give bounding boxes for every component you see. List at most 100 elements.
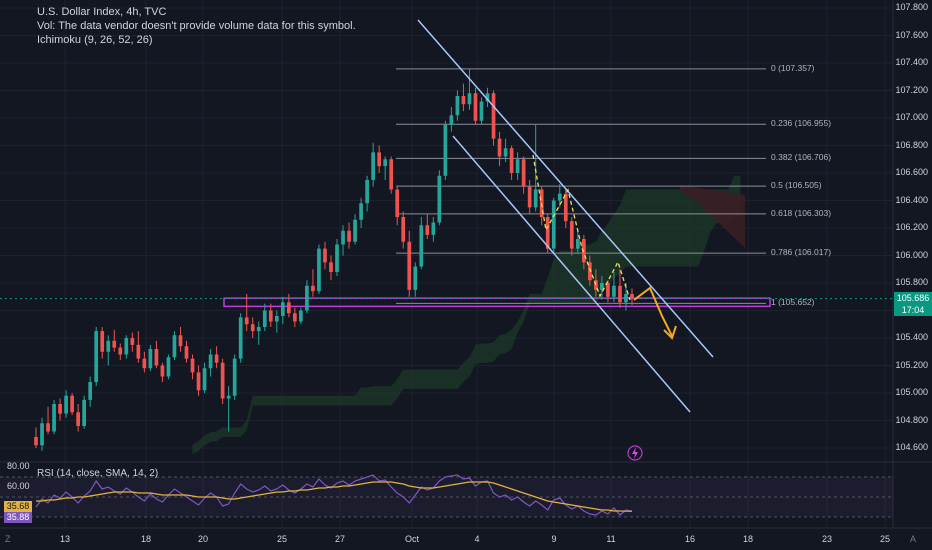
channel-upper-line [417, 19, 714, 358]
candle-body [497, 138, 502, 157]
candle-body [624, 294, 628, 303]
rsi-sma-line [36, 481, 633, 512]
fib-level-label: 0.786 (106.017) [771, 247, 832, 258]
candle-body [407, 241, 412, 290]
candle-body [130, 338, 135, 345]
price-tick-label: 105.800 [895, 277, 928, 287]
candle-body [509, 148, 514, 173]
candlestick-series [34, 68, 634, 451]
candle-body [503, 148, 508, 157]
price-tick-label: 104.600 [895, 442, 928, 452]
candle-body [401, 217, 406, 242]
candle-body [612, 285, 616, 297]
fib-level-label: 0 (107.357) [771, 62, 815, 73]
price-tick-label: 106.800 [895, 139, 928, 150]
price-tick-label: 106.400 [895, 194, 928, 205]
lightning-icon [627, 445, 643, 461]
candle-body [34, 437, 38, 446]
candle-body [58, 404, 62, 414]
rsi-pane [0, 474, 893, 518]
price-tick-label: 107.400 [895, 57, 928, 67]
candle-body [491, 93, 496, 139]
fib-level-label: 0.5 (106.505) [771, 180, 822, 191]
time-tick-label: 9 [551, 534, 557, 544]
candle-body [82, 399, 87, 426]
time-tick-label: 16 [684, 534, 696, 544]
bar-countdown: 17:04 [901, 305, 925, 315]
candle-body [64, 395, 68, 414]
candle-body [377, 152, 381, 167]
candle-body [142, 358, 147, 369]
candle-body [166, 357, 171, 377]
candle-body [70, 395, 74, 413]
candle-body [443, 124, 448, 176]
candle-body [485, 93, 490, 102]
channel-lower-line [452, 135, 691, 413]
candle-body [46, 423, 50, 432]
candle-body [256, 327, 261, 332]
candle-body [148, 349, 153, 369]
support-rectangle [223, 297, 771, 308]
price-tick-label: 104.800 [895, 414, 928, 425]
candle-body [287, 302, 291, 314]
candle-body [551, 200, 556, 249]
candle-body [226, 395, 231, 399]
candle-body [575, 239, 580, 249]
candle-body [389, 159, 394, 190]
time-tick-label: 18 [742, 534, 754, 544]
time-tick-label: 20 [197, 534, 209, 544]
candle-body [618, 285, 622, 303]
fib-level-label: 0.382 (106.706) [771, 152, 832, 163]
fib-level-label: 0.618 (106.303) [771, 207, 832, 218]
candle-body [232, 358, 237, 396]
price-tick-label: 107.800 [895, 1, 928, 12]
time-tick-label: 25 [879, 534, 891, 544]
time-tick-label: 13 [59, 534, 71, 544]
candle-body [208, 354, 213, 369]
rsi-tick-label: 60.00 [7, 481, 30, 491]
candle-body [467, 93, 472, 105]
candle-body [250, 324, 255, 332]
candle-body [112, 340, 117, 348]
candle-body [353, 219, 357, 242]
symbol-title: U.S. Dollar Index, 4h, TVC [37, 6, 167, 18]
candle-body [473, 93, 478, 121]
candle-body [437, 175, 442, 223]
candle-body [371, 152, 375, 180]
candle-body [395, 189, 400, 217]
time-tick-label: 4 [474, 534, 480, 544]
forecast-arrow-line [633, 286, 673, 337]
candle-body [100, 331, 105, 352]
timezone-icon[interactable]: Z [5, 534, 11, 544]
rsi-sma-badge: 35.68 [4, 501, 32, 512]
time-tick-label: 11 [606, 534, 616, 544]
time-tick-label: Oct [404, 534, 420, 544]
candle-body [280, 302, 285, 316]
ichimoku-label: Ichimoku (9, 26, 52, 26) [37, 34, 153, 46]
fibonacci-retracement [396, 68, 766, 304]
lightning-icon-glyph [632, 447, 638, 459]
candle-body [557, 193, 562, 201]
candle-body [341, 230, 345, 245]
auto-scale-icon[interactable]: A [910, 534, 917, 544]
candle-body [238, 317, 243, 359]
candle-body [449, 115, 454, 125]
candle-body [76, 412, 80, 426]
candle-body [293, 313, 297, 322]
time-tick-label: 23 [821, 534, 833, 544]
ichimoku-cloud-bearish [680, 185, 745, 248]
candle-body [515, 159, 520, 173]
price-tick-label: 107.200 [895, 84, 928, 95]
candle-body [311, 285, 315, 292]
candle-body [262, 310, 267, 327]
ichimoku-cloud-band [192, 175, 741, 455]
candle-body [172, 335, 177, 358]
candle-body [630, 294, 634, 299]
candle-body [220, 362, 225, 399]
candle-body [335, 244, 339, 272]
candle-body [178, 335, 183, 347]
candle-body [455, 96, 460, 116]
candle-body [202, 368, 207, 391]
rsi-tick-label: 80.00 [7, 461, 30, 471]
